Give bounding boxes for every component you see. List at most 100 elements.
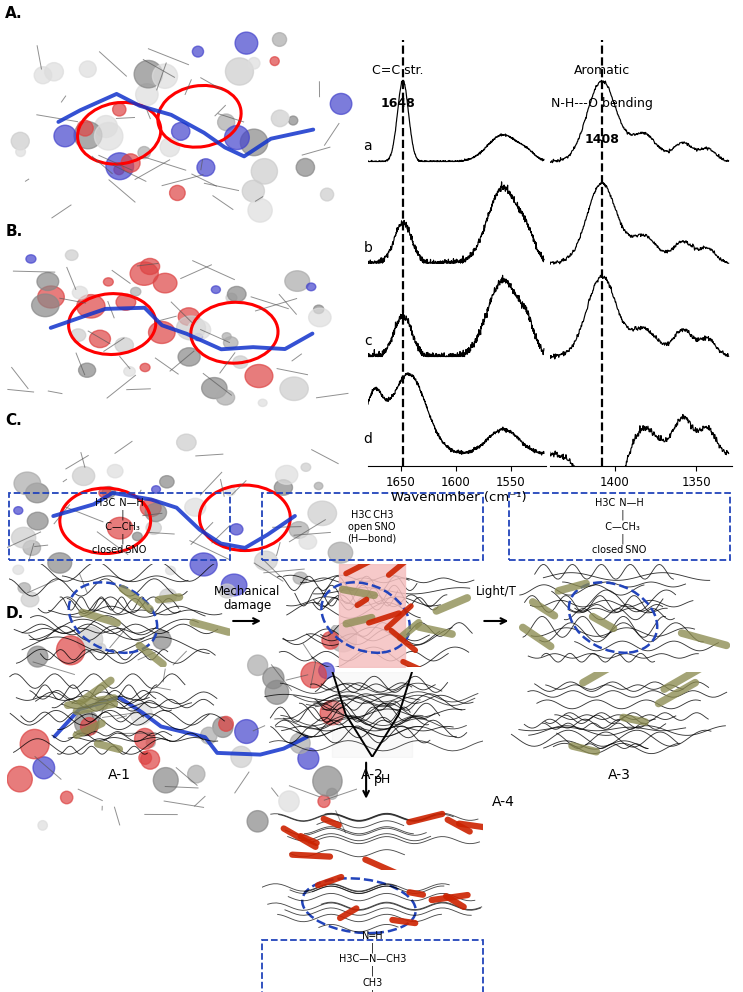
Circle shape [224,336,238,349]
Circle shape [225,58,253,85]
Circle shape [322,632,340,649]
Circle shape [314,482,323,490]
Text: A-2: A-2 [361,768,383,782]
Circle shape [121,154,140,173]
Circle shape [14,507,23,515]
Text: 1408: 1408 [585,133,619,146]
Circle shape [271,110,288,127]
Circle shape [134,728,155,749]
Text: B.: B. [5,224,22,239]
Circle shape [169,186,185,200]
Text: A.: A. [5,6,23,21]
Text: H3C CH3
open SNO
(H—bond): H3C CH3 open SNO (H—bond) [348,510,397,544]
Circle shape [226,294,237,303]
Circle shape [134,61,163,88]
Circle shape [314,306,324,313]
Circle shape [145,503,166,522]
Text: D.: D. [5,606,24,621]
Text: Light/T: Light/T [476,585,517,598]
Circle shape [201,378,227,399]
Circle shape [60,792,73,804]
Circle shape [136,83,158,105]
Circle shape [259,399,267,407]
Circle shape [21,592,39,607]
Circle shape [187,320,211,339]
Circle shape [177,434,196,450]
Circle shape [245,364,273,388]
Circle shape [37,273,59,291]
Circle shape [177,316,206,340]
Circle shape [251,159,277,185]
Text: damage: damage [223,599,271,612]
Circle shape [301,662,326,687]
Circle shape [160,138,180,157]
Circle shape [80,61,96,77]
Circle shape [327,789,337,800]
Circle shape [279,791,299,811]
Circle shape [45,62,63,81]
Circle shape [139,751,152,764]
Circle shape [248,58,260,69]
Circle shape [74,710,99,735]
Circle shape [276,465,298,484]
Circle shape [298,748,319,769]
Circle shape [153,273,177,293]
Circle shape [216,390,235,405]
Text: Wavenumber (cm⁻¹): Wavenumber (cm⁻¹) [392,491,527,504]
Circle shape [11,132,29,150]
Circle shape [25,483,48,503]
Text: A-4: A-4 [492,795,515,808]
Circle shape [113,103,126,116]
Circle shape [247,810,268,832]
Circle shape [273,33,287,47]
Circle shape [227,287,246,302]
Circle shape [140,363,150,372]
Circle shape [48,553,71,573]
Circle shape [263,668,284,688]
Text: d: d [363,432,372,446]
Circle shape [248,198,272,222]
Circle shape [328,543,353,563]
Circle shape [77,627,103,653]
Circle shape [178,348,200,366]
Circle shape [54,125,76,147]
Circle shape [211,286,221,294]
Circle shape [140,499,161,517]
Circle shape [166,566,175,574]
Text: N-H---O bending: N-H---O bending [551,96,653,109]
Circle shape [116,294,136,310]
Circle shape [270,57,279,65]
Circle shape [222,332,231,340]
Circle shape [280,377,308,401]
Circle shape [277,112,289,123]
Circle shape [160,589,177,603]
Text: Mechanical: Mechanical [214,585,280,598]
Circle shape [114,165,124,175]
Circle shape [130,262,158,286]
Text: H3C  N—H
  |
  C—CH₃
  |
closed SNO: H3C N—H | C—CH₃ | closed SNO [592,498,647,556]
Circle shape [7,767,32,792]
Circle shape [11,528,36,548]
Circle shape [328,622,358,652]
Circle shape [231,746,252,768]
Circle shape [160,476,174,488]
Circle shape [34,66,52,83]
Circle shape [265,681,288,704]
Circle shape [299,535,317,550]
Circle shape [107,464,123,478]
Circle shape [131,702,152,725]
Circle shape [33,757,55,779]
Circle shape [132,533,142,541]
Circle shape [38,286,65,308]
Circle shape [72,287,88,299]
Text: c: c [365,334,372,348]
Circle shape [172,123,190,140]
Circle shape [56,636,85,665]
Circle shape [106,153,134,180]
Circle shape [290,733,310,753]
Circle shape [138,147,150,159]
Circle shape [233,356,248,368]
Circle shape [221,574,247,596]
Circle shape [192,47,204,57]
Circle shape [80,717,98,735]
